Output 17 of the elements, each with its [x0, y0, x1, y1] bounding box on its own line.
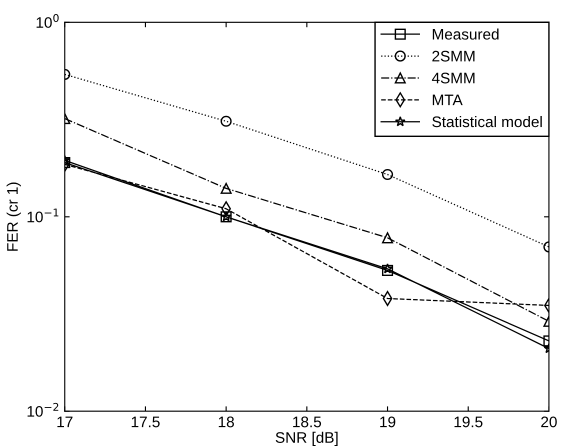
y-axis-title: FER (cr 1) [6, 182, 21, 251]
y-tick-label: 10$^{−2}$ [28, 402, 58, 417]
legend-label: Statistical model [432, 116, 542, 128]
x-tick-label: 19.5 [454, 416, 482, 428]
legend-label: Measured [432, 28, 499, 40]
x-axis-title: SNR [dB] [276, 432, 338, 446]
x-tick-label: 18 [218, 416, 234, 428]
x-tick-label: 19 [380, 416, 396, 428]
legend-label: MTA [432, 94, 463, 106]
x-tick-label: 18.5 [293, 416, 322, 428]
x-tick-label: 20 [541, 416, 557, 428]
x-tick-label: 17 [57, 416, 72, 428]
x-tick-label: 17.5 [132, 416, 160, 428]
y-tick-label: 10$^{−1}$ [28, 208, 58, 222]
legend-label: 2SMM [432, 50, 474, 62]
legend-label: 4SMM [432, 72, 474, 84]
y-tick-label: 10$^{0}$ [36, 14, 59, 28]
